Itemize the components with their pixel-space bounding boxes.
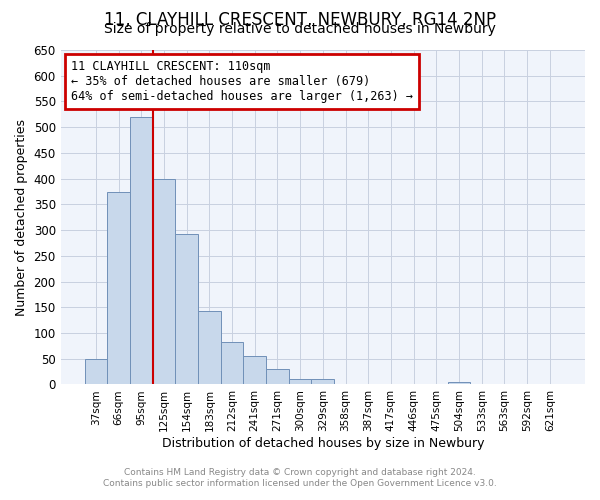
Bar	[244, 356, 266, 384]
Bar	[311, 380, 334, 384]
Bar	[448, 382, 470, 384]
Bar	[152, 178, 175, 384]
Y-axis label: Number of detached properties: Number of detached properties	[15, 118, 28, 316]
Text: Contains HM Land Registry data © Crown copyright and database right 2024.
Contai: Contains HM Land Registry data © Crown c…	[103, 468, 497, 487]
Bar	[221, 342, 244, 384]
Text: 11, CLAYHILL CRESCENT, NEWBURY, RG14 2NP: 11, CLAYHILL CRESCENT, NEWBURY, RG14 2NP	[104, 11, 496, 29]
X-axis label: Distribution of detached houses by size in Newbury: Distribution of detached houses by size …	[161, 437, 484, 450]
Bar	[266, 369, 289, 384]
Text: 11 CLAYHILL CRESCENT: 110sqm
← 35% of detached houses are smaller (679)
64% of s: 11 CLAYHILL CRESCENT: 110sqm ← 35% of de…	[71, 60, 413, 103]
Text: Size of property relative to detached houses in Newbury: Size of property relative to detached ho…	[104, 22, 496, 36]
Bar	[175, 234, 198, 384]
Bar	[198, 312, 221, 384]
Bar	[85, 358, 107, 384]
Bar	[289, 380, 311, 384]
Bar	[130, 117, 152, 384]
Bar	[107, 192, 130, 384]
